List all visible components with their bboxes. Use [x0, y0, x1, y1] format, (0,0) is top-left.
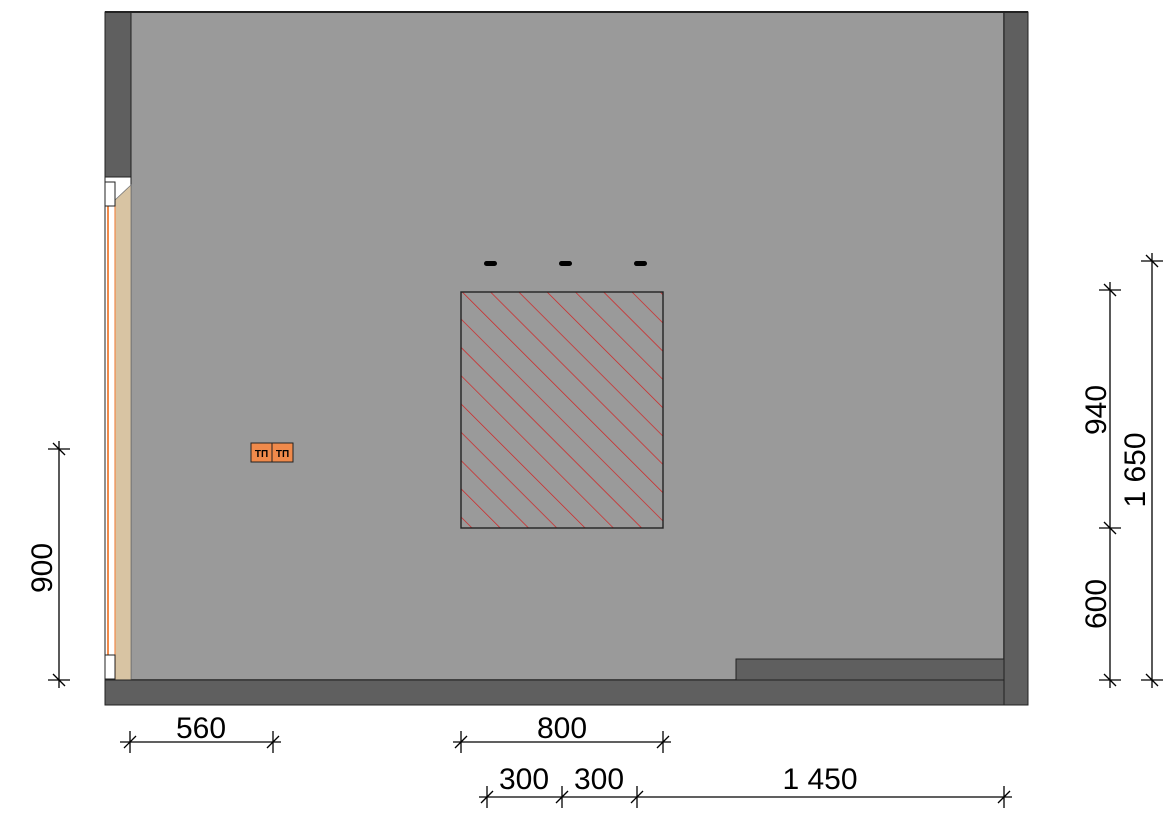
- ledge: [735, 658, 1005, 681]
- fixture-2: [559, 261, 572, 266]
- dim-bottom-b-label: 300: [574, 763, 624, 796]
- dim-bottom-center: 800: [453, 712, 671, 753]
- fixture-3: [634, 261, 647, 266]
- dim-bottom-a-label: 300: [499, 763, 549, 796]
- dim-bottom-center-label: 800: [537, 712, 587, 745]
- window: [104, 176, 132, 681]
- dim-bottom-right-label: 1 450: [782, 763, 857, 796]
- hatched-zone-pattern: [460, 291, 664, 529]
- outlet-icon: ТП ТП: [250, 442, 294, 463]
- dim-bottom-left: 560: [120, 712, 281, 753]
- dim-right-total-label: 1 650: [1119, 432, 1152, 507]
- dim-bottom-left-label: 560: [176, 712, 226, 745]
- dim-left-vertical: 900: [26, 441, 70, 688]
- dim-left-vertical-label: 900: [26, 543, 59, 593]
- outlet-label-2: ТП: [276, 449, 289, 460]
- right-wall: [1003, 11, 1029, 706]
- dim-right-upper-label: 940: [1080, 385, 1113, 435]
- dim-bottom-chain: 300 300 1 450: [479, 763, 1012, 808]
- dim-right-outer: 1 650: [1119, 253, 1163, 688]
- left-wall-upper: [104, 11, 132, 178]
- outlet-label-1: ТП: [255, 449, 268, 460]
- dim-right-inner: 940 600: [1080, 282, 1121, 688]
- dim-right-lower-label: 600: [1080, 579, 1113, 629]
- fixture-1: [484, 261, 497, 266]
- bottom-wall: [104, 679, 1029, 706]
